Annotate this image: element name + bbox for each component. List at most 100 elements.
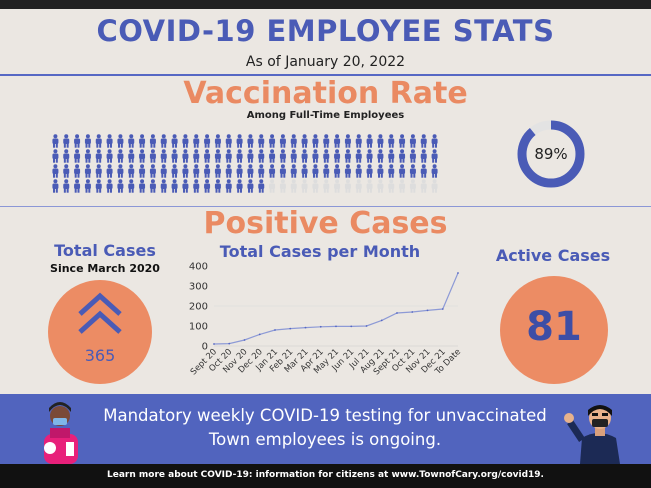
- person-icon: [160, 149, 167, 163]
- person-icon: [290, 134, 297, 148]
- person-icon: [63, 164, 70, 178]
- person-icon: [160, 164, 167, 178]
- as-of-date: As of January 20, 2022: [245, 54, 406, 70]
- person-icon: [63, 179, 70, 193]
- person-icon: [420, 179, 427, 193]
- person-icon: [399, 179, 406, 193]
- person-icon: [149, 164, 156, 178]
- data-point: [426, 309, 429, 312]
- person-icon: [312, 179, 319, 193]
- person-icon: [377, 134, 384, 148]
- person-icon: [139, 164, 146, 178]
- person-icon: [247, 164, 254, 178]
- person-icon: [160, 179, 167, 193]
- person-icon: [117, 134, 124, 148]
- person-icon: [301, 179, 308, 193]
- person-icon: [355, 164, 362, 178]
- total-cases-badge: 365: [48, 280, 152, 384]
- person-icon: [139, 149, 146, 163]
- person-icon: [366, 134, 373, 148]
- person-icon: [225, 134, 232, 148]
- y-tick-label: 0: [202, 342, 208, 353]
- person-icon: [182, 179, 189, 193]
- person-icon: [171, 149, 178, 163]
- person-icon: [63, 149, 70, 163]
- total-cases-value: 365: [84, 346, 116, 365]
- person-icon: [236, 149, 243, 163]
- person-icon: [388, 149, 395, 163]
- data-point: [396, 312, 398, 314]
- person-icon: [344, 164, 351, 178]
- person-icon: [214, 149, 221, 163]
- person-icon: [84, 179, 91, 193]
- person-icon: [52, 179, 59, 193]
- person-icon: [84, 149, 91, 163]
- person-icon: [193, 134, 200, 148]
- person-icon: [355, 134, 362, 148]
- y-tick-label: 200: [189, 302, 208, 313]
- person-icon: [106, 179, 113, 193]
- person-icon: [312, 164, 319, 178]
- person-icon: [334, 179, 341, 193]
- person-icon: [160, 134, 167, 148]
- person-icon: [204, 149, 211, 163]
- person-icon: [301, 134, 308, 148]
- person-icon: [409, 149, 416, 163]
- vaccination-subtitle: Among Full-Time Employees: [246, 110, 405, 121]
- person-icon: [236, 164, 243, 178]
- divider-middle: [0, 206, 651, 207]
- person-icon: [334, 134, 341, 148]
- active-cases-value: 81: [526, 304, 582, 350]
- data-point: [411, 311, 414, 313]
- person-icon: [225, 179, 232, 193]
- person-icon: [355, 179, 362, 193]
- vaccination-people-grid: [52, 134, 438, 193]
- person-icon: [420, 164, 427, 178]
- person-icon: [323, 134, 330, 148]
- person-icon: [290, 164, 297, 178]
- person-icon: [279, 149, 286, 163]
- divider-top: [0, 74, 651, 76]
- person-icon: [431, 179, 438, 193]
- person-icon: [204, 134, 211, 148]
- data-point: [274, 329, 276, 331]
- person-icon: [214, 179, 221, 193]
- person-icon: [171, 134, 178, 148]
- person-icon: [301, 164, 308, 178]
- person-icon: [377, 179, 384, 193]
- person-icon: [106, 164, 113, 178]
- person-icon: [258, 149, 265, 163]
- data-point: [441, 308, 444, 310]
- person-icon: [128, 134, 135, 148]
- person-icon: [377, 149, 384, 163]
- person-icon: [247, 179, 254, 193]
- person-icon: [399, 134, 406, 148]
- data-point: [457, 272, 459, 274]
- person-icon: [258, 179, 265, 193]
- person-icon: [225, 164, 232, 178]
- active-cases-badge: 81: [500, 276, 608, 384]
- total-cases-subheading: Since March 2020: [50, 262, 160, 275]
- person-icon: [139, 134, 146, 148]
- person-icon: [344, 179, 351, 193]
- person-icon: [149, 134, 156, 148]
- person-icon: [431, 149, 438, 163]
- person-icon: [388, 179, 395, 193]
- y-tick-label: 400: [189, 262, 208, 273]
- person-icon: [236, 134, 243, 148]
- footer-info: Learn more about COVID-19: information f…: [0, 464, 651, 488]
- person-icon: [355, 149, 362, 163]
- person-icon: [334, 149, 341, 163]
- person-icon: [366, 164, 373, 178]
- person-icon: [399, 149, 406, 163]
- person-icon: [301, 149, 308, 163]
- person-icon: [290, 179, 297, 193]
- banner-line-2: Town employees is ongoing.: [208, 430, 442, 449]
- person-icon: [193, 164, 200, 178]
- person-icon: [290, 149, 297, 163]
- person-icon: [74, 164, 81, 178]
- person-icon: [344, 134, 351, 148]
- testing-banner: Mandatory weekly COVID-19 testing for un…: [0, 394, 651, 464]
- top-bar: [0, 0, 651, 9]
- person-icon: [204, 164, 211, 178]
